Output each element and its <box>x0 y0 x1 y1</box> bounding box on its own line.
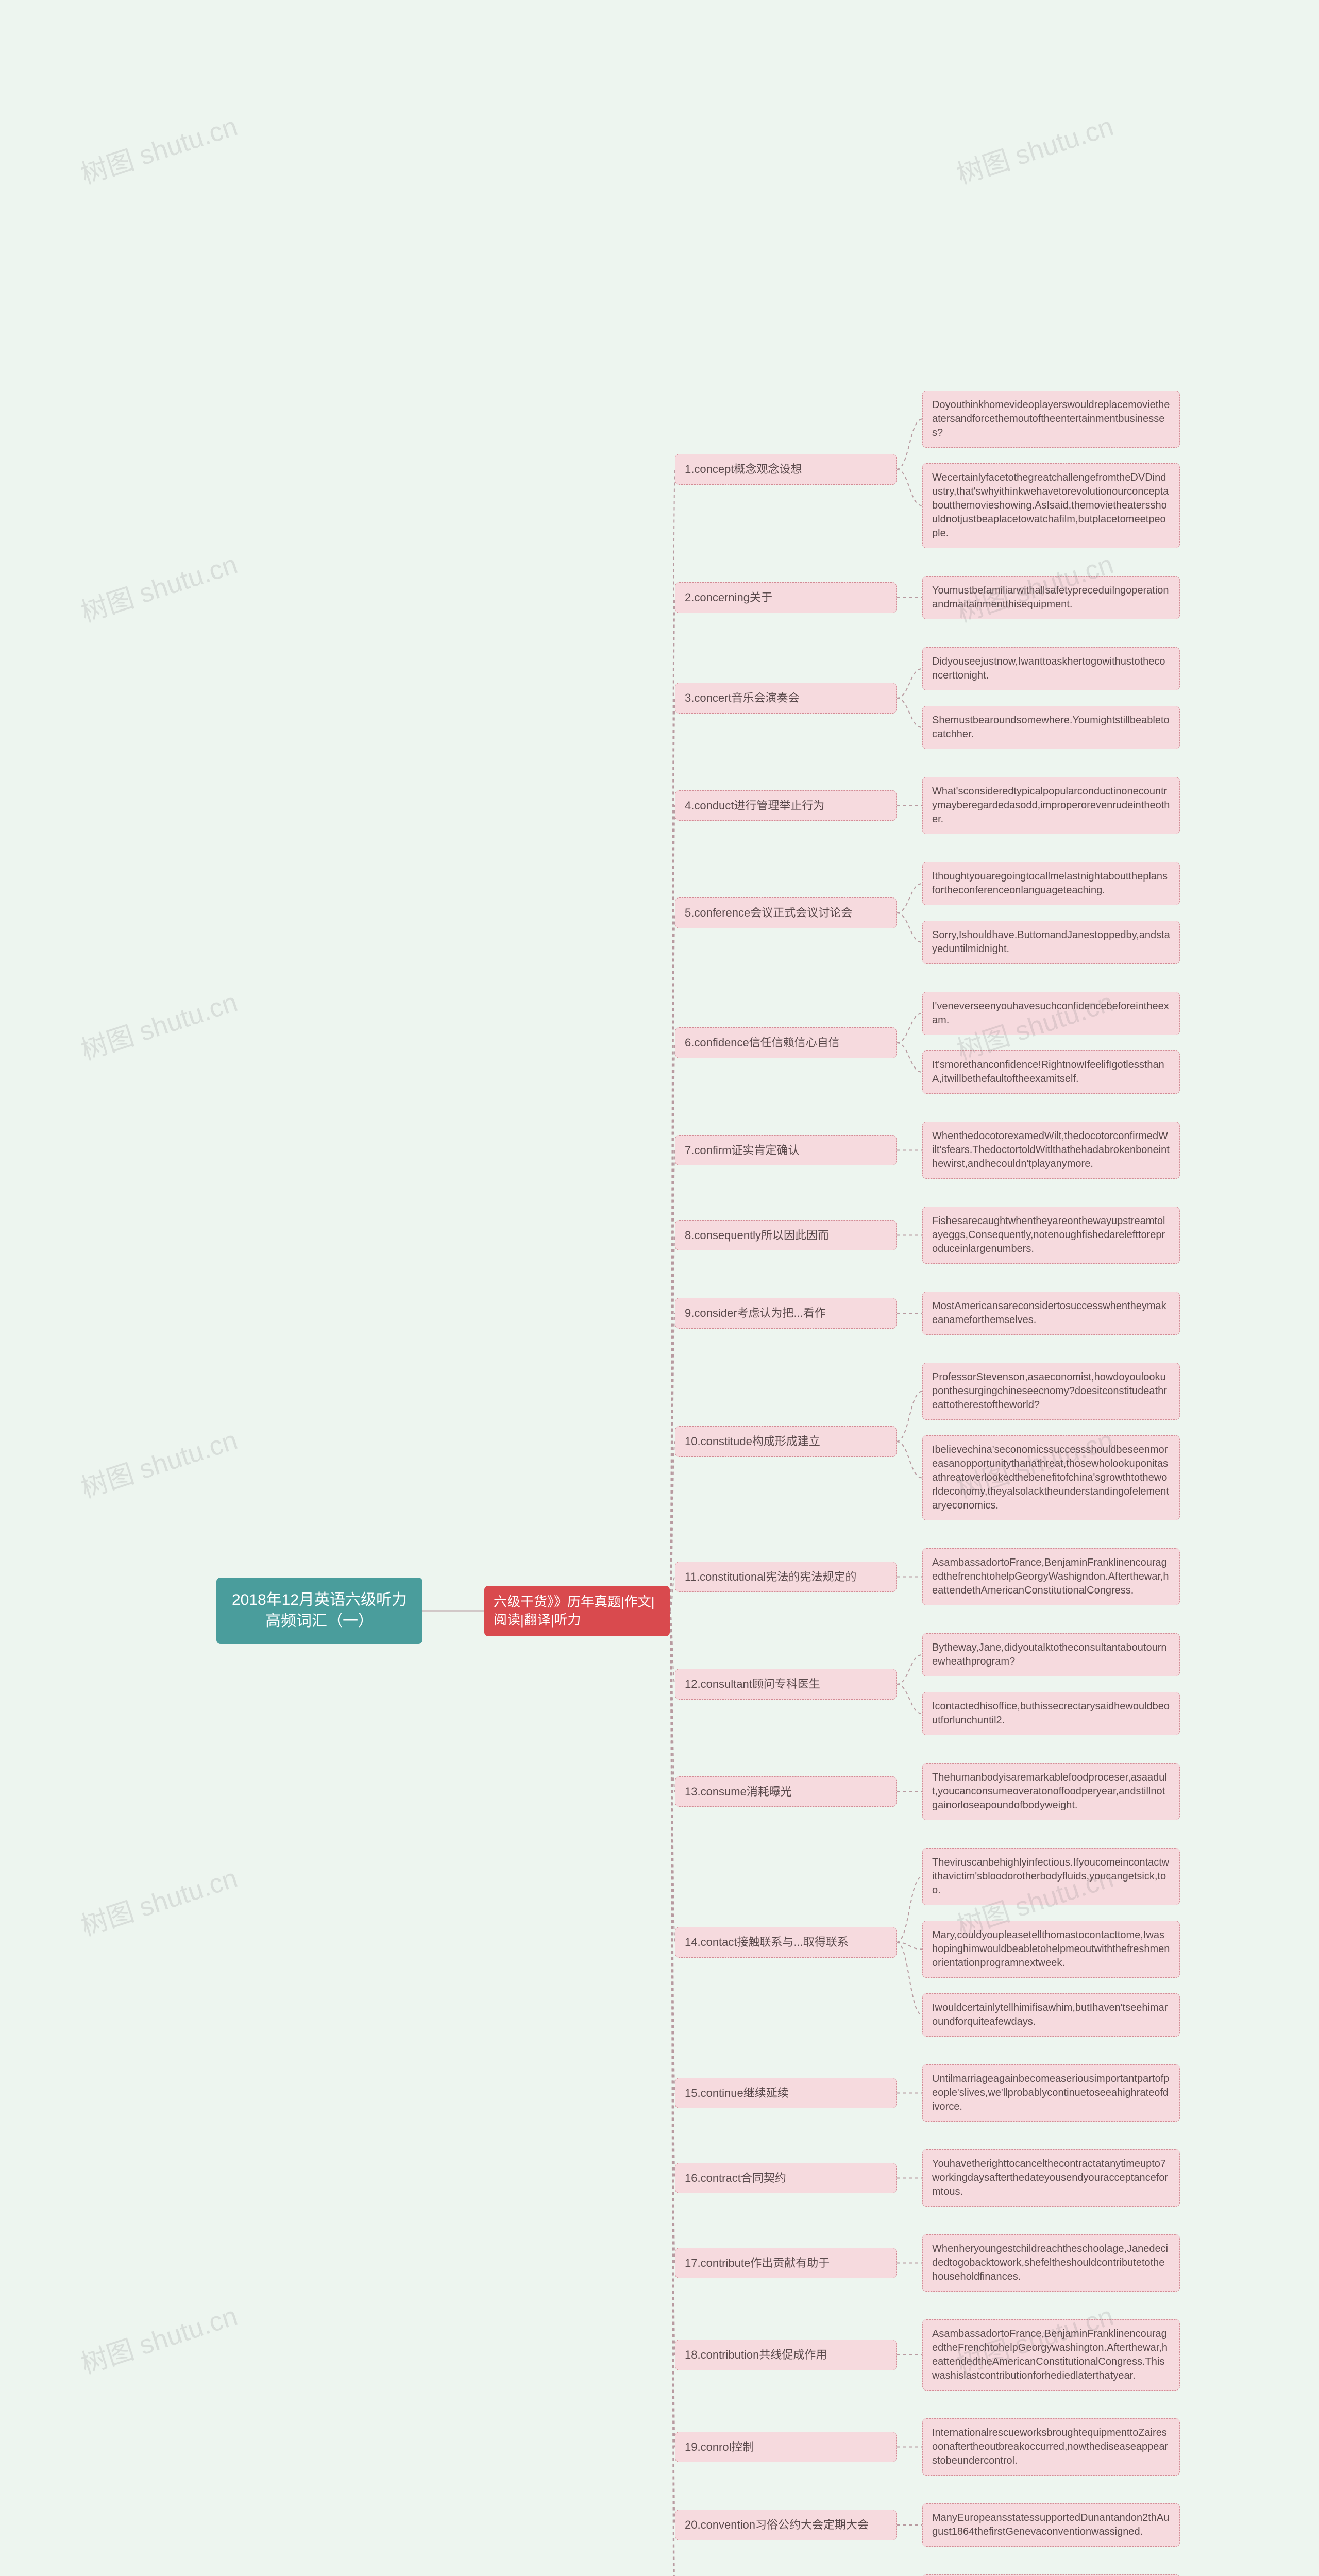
leaf-node: Shemustbearoundsomewhere.Youmightstillbe… <box>922 706 1180 749</box>
level2-node: 19.conrol控制 <box>675 2432 897 2463</box>
leaf-node: Icontactedhisoffice,buthissecrectarysaid… <box>922 1692 1180 1735</box>
leaf-node: Thehumanbodyisaremarkablefoodproceser,as… <box>922 1763 1180 1820</box>
leaf-node: Theviruscanbehighlyinfectious.Ifyoucomei… <box>922 1848 1180 1905</box>
leaf-node: I'veneverseenyouhavesuchconfidencebefore… <box>922 992 1180 1035</box>
leaf-node: Fishesarecaughtwhentheyareonthewayupstre… <box>922 1207 1180 1264</box>
watermark: 树图 shutu.cn <box>75 2294 242 2381</box>
level2-node: 13.consume消耗曝光 <box>675 1776 897 1807</box>
watermark: 树图 shutu.cn <box>75 980 242 1067</box>
watermark: 树图 shutu.cn <box>75 1418 242 1505</box>
leaf-node: Iwouldcertainlytellhimifisawhim,butIhave… <box>922 1993 1180 2037</box>
leaf-node: AsambassadortoFrance,BenjaminFranklinenc… <box>922 1548 1180 1605</box>
leaf-node: Wecertainlyfacetothegreatchallengefromth… <box>922 463 1180 548</box>
watermark: 树图 shutu.cn <box>75 543 242 630</box>
leaf-node: Bytheway,Jane,didyoutalktotheconsultanta… <box>922 1633 1180 1676</box>
leaf-node: AsambassadortoFrance,BenjaminFranklinenc… <box>922 2319 1180 2391</box>
leaf-node: Whenheryoungestchildreachtheschoolage,Ja… <box>922 2234 1180 2292</box>
level2-node: 18.contribution共线促成作用 <box>675 2340 897 2370</box>
level2-node: 11.constitutional宪法的宪法规定的 <box>675 1562 897 1592</box>
level2-node: 10.constitude构成形成建立 <box>675 1426 897 1457</box>
leaf-node: Ibelievechina'seconomicssuccessshouldbes… <box>922 1435 1180 1520</box>
level2-node: 5.conference会议正式会议讨论会 <box>675 897 897 928</box>
level2-node: 17.contribute作出贡献有助于 <box>675 2248 897 2279</box>
leaf-node: ManyEuropeansstatessupportedDunantandon2… <box>922 2503 1180 2547</box>
level2-node: 8.consequently所以因此因而 <box>675 1220 897 1251</box>
leaf-node: What'sconsideredtypicalpopularconductino… <box>922 777 1180 834</box>
leaf-node: Untilmarriageagainbecomeaseriousimportan… <box>922 2064 1180 2122</box>
level2-node: 2.concerning关于 <box>675 582 897 613</box>
level2-node: 1.concept概念观念设想 <box>675 454 897 485</box>
watermark: 树图 shutu.cn <box>75 105 242 192</box>
level2-node: 20.convention习俗公约大会定期大会 <box>675 2510 897 2540</box>
leaf-node: Ithoughtyouaregoingtocallmelastnightabou… <box>922 862 1180 905</box>
level2-node: 6.confidence信任信赖信心自信 <box>675 1027 897 1058</box>
leaf-node: ProfessorStevenson,asaeconomist,howdoyou… <box>922 1363 1180 1420</box>
level2-node: 9.consider考虑认为把...看作 <box>675 1298 897 1329</box>
watermark: 树图 shutu.cn <box>75 1856 242 1943</box>
leaf-node: It'smorethanconfidence!RightnowIfeelifIg… <box>922 1050 1180 1094</box>
level2-node: 12.consultant顾问专科医生 <box>675 1669 897 1700</box>
level2-node: 3.concert音乐会演奏会 <box>675 683 897 714</box>
root-node: 2018年12月英语六级听力高频词汇（一） <box>216 1578 422 1644</box>
leaf-node: Doyouthinkhomevideoplayerswouldreplacemo… <box>922 391 1180 448</box>
leaf-node: WhenthedocotorexamedWilt,thedocotorconfi… <box>922 1122 1180 1179</box>
leaf-node: MostAmericansareconsidertosuccesswhenthe… <box>922 1292 1180 1335</box>
level1-node: 六级干货》》历年真题|作文|阅读|翻译|听力 <box>484 1586 670 1636</box>
level1-label: 六级干货》》历年真题|作文|阅读|翻译|听力 <box>494 1594 655 1628</box>
leaf-node: Sorry,Ishouldhave.ButtomandJanestoppedby… <box>922 921 1180 964</box>
leaf-node: Mary,couldyoupleasetellthomastocontactto… <box>922 1921 1180 1978</box>
leaf-node: Youhavetherighttocancelthecontractatanyt… <box>922 2149 1180 2207</box>
level2-node: 15.continue继续延续 <box>675 2078 897 2109</box>
level2-node: 7.confirm证实肯定确认 <box>675 1135 897 1166</box>
level2-node: 16.contract合同契约 <box>675 2163 897 2194</box>
level2-node: 14.contact接触联系与...取得联系 <box>675 1927 897 1958</box>
root-label: 2018年12月英语六级听力高频词汇（一） <box>232 1591 407 1630</box>
watermark: 树图 shutu.cn <box>951 105 1118 192</box>
leaf-node: Youmustbefamiliarwithallsafetypreceduiln… <box>922 576 1180 619</box>
leaf-node: Internationalrescueworksbroughtequipment… <box>922 2418 1180 2476</box>
level2-node: 4.conduct进行管理举止行为 <box>675 790 897 821</box>
leaf-node: Didyouseejustnow,Iwanttoaskhertogowithus… <box>922 647 1180 690</box>
